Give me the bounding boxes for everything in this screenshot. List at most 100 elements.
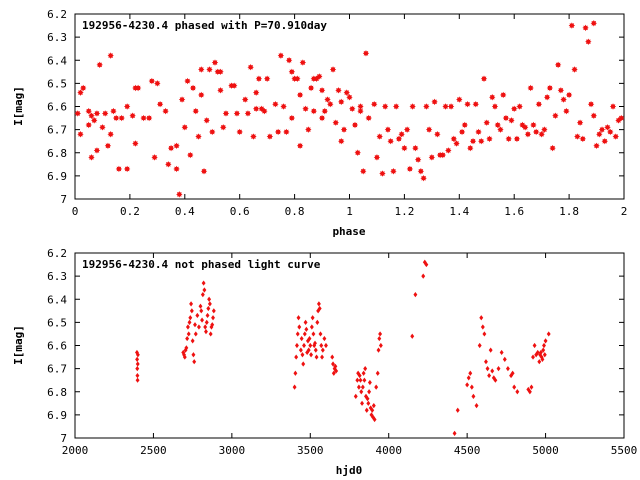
data-point (266, 133, 274, 140)
data-point (582, 24, 589, 32)
data-point (363, 366, 368, 372)
data-point (541, 347, 546, 353)
data-point (371, 403, 376, 409)
y-tick-label: 6.9 (47, 170, 67, 183)
data-point (107, 52, 114, 59)
x-tick-label: 5500 (611, 444, 638, 457)
data-point (527, 84, 534, 92)
data-point (301, 361, 306, 367)
data-point (302, 331, 307, 337)
data-point (392, 103, 400, 110)
data-point (205, 312, 210, 319)
data-point (546, 331, 551, 337)
data-point (376, 347, 381, 353)
y-axis-label: I[mag] (12, 86, 25, 126)
data-point (184, 345, 189, 351)
x-tick-label: 0.4 (175, 205, 195, 218)
data-point (543, 338, 548, 344)
data-point (439, 151, 447, 159)
data-point (107, 131, 114, 138)
plot-title: 192956-4230.4 phased with P=70.910day (82, 19, 327, 32)
data-point (423, 103, 430, 110)
data-point (324, 342, 328, 349)
data-point (329, 66, 337, 73)
data-point (563, 107, 570, 115)
y-tick-label: 6.2 (47, 247, 67, 260)
data-point (461, 121, 468, 129)
data-point (295, 342, 299, 349)
data-point (198, 66, 205, 73)
data-point (318, 331, 323, 337)
x-tick-label: 1.6 (504, 205, 524, 218)
data-point (135, 352, 140, 358)
x-tick-label: 0.6 (230, 205, 250, 218)
data-point (401, 144, 408, 152)
data-point (496, 366, 501, 372)
data-point (494, 121, 501, 129)
data-point (362, 377, 367, 383)
data-point (99, 124, 106, 131)
data-point (313, 340, 317, 346)
data-point (207, 301, 212, 307)
data-point (189, 84, 197, 92)
data-point (285, 57, 293, 64)
data-point (311, 331, 316, 337)
x-tick-label: 4000 (375, 444, 402, 457)
data-point (145, 114, 153, 122)
data-point (195, 133, 202, 140)
data-point (510, 370, 515, 376)
data-point (207, 296, 212, 302)
x-axis-ticks: 2000 2500 3000 3500 4000 4500 5000 5500 (62, 253, 638, 457)
data-point (384, 126, 392, 133)
data-point (420, 174, 427, 182)
data-point (293, 370, 298, 376)
phased-light-curve-chart: 6.2 6.3 6.4 6.5 6.6 6.7 6.8 6.9 7 0 0.2 0.4 0.6 0.8 1… (12, 8, 627, 238)
data-point (532, 342, 537, 349)
plot-title: 192956-4230.4 not phased light curve (82, 258, 321, 271)
data-point (316, 73, 323, 80)
data-point (321, 107, 328, 115)
data-point (576, 119, 584, 126)
data-point (204, 329, 208, 335)
data-point (474, 403, 479, 409)
y-axis-ticks: 6.2 6.3 6.4 6.5 6.6 6.7 6.8 6.9 7 (47, 247, 624, 445)
data-point (483, 119, 490, 126)
data-point (497, 126, 504, 133)
data-point (211, 59, 219, 66)
data-point (296, 315, 301, 321)
x-tick-label: 0.2 (120, 205, 140, 218)
x-tick-label: 2 (621, 205, 628, 218)
data-point (93, 110, 101, 117)
data-point (310, 315, 315, 321)
data-point (464, 100, 471, 108)
data-point (91, 117, 98, 124)
data-point (479, 315, 484, 321)
data-point (296, 142, 304, 150)
x-tick-label: 1 (346, 205, 353, 218)
data-point (343, 89, 350, 96)
data-point (535, 100, 543, 108)
data-point (378, 342, 383, 349)
data-point (211, 308, 216, 314)
data-point (508, 117, 515, 124)
data-point (546, 84, 554, 92)
y-tick-label: 6.3 (47, 31, 67, 44)
x-tick-label: 3000 (219, 444, 246, 457)
data-point (604, 124, 611, 131)
data-point (482, 331, 487, 337)
data-point (487, 372, 492, 379)
data-point (88, 154, 95, 161)
data-point (568, 22, 576, 29)
data-point (403, 126, 411, 133)
data-point (371, 100, 378, 108)
data-point (484, 359, 488, 365)
data-point (478, 137, 485, 145)
data-point (485, 366, 490, 372)
data-point (193, 331, 198, 337)
data-point (199, 308, 204, 314)
data-point (596, 131, 603, 138)
data-point (331, 361, 335, 367)
data-point (458, 128, 466, 136)
data-point (511, 105, 518, 113)
data-point (406, 165, 414, 173)
